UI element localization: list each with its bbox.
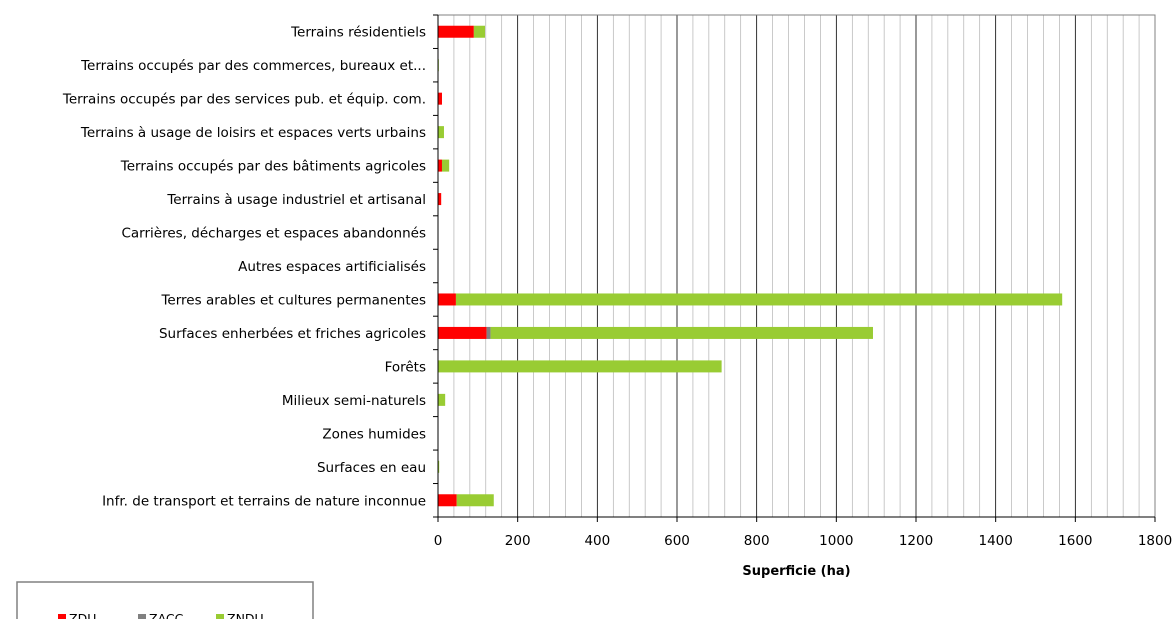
category-label: Terres arables et cultures permanentes <box>160 292 426 308</box>
x-axis-title: Superficie (ha) <box>742 564 850 579</box>
category-label: Terrains à usage industriel et artisanal <box>166 192 426 208</box>
legend-swatch-zacc <box>138 614 146 619</box>
bar-zdu <box>438 92 442 105</box>
category-label: Terrains occupés par des services pub. e… <box>62 92 426 108</box>
category-label: Milieux semi-naturels <box>282 393 426 409</box>
bar-zacc <box>486 326 491 339</box>
x-tick-label: 1200 <box>899 533 933 549</box>
bar-zdu <box>438 25 474 38</box>
category-labels: Terrains résidentiels Terrains occupés pa… <box>62 25 426 510</box>
category-label: Forêts <box>385 359 426 375</box>
x-tick-label: 1400 <box>978 533 1012 549</box>
plot-frame <box>433 14 1156 522</box>
bar-zndu <box>473 25 486 38</box>
category-label: Surfaces enherbées et friches agricoles <box>159 326 426 342</box>
x-tick-label: 800 <box>744 533 770 549</box>
category-label: Infr. de transport et terrains de nature… <box>102 493 426 509</box>
bar-zndu <box>438 126 444 139</box>
bar-zndu <box>438 460 440 473</box>
bar-zndu <box>438 360 722 373</box>
category-label: Terrains à usage de loisirs et espaces v… <box>80 125 426 141</box>
plot-border <box>437 14 1156 518</box>
grid <box>437 15 1156 517</box>
x-tick-labels: 0 200 400 600 800 1000 1200 1400 1600 1800 <box>434 533 1172 549</box>
bar-zndu <box>438 393 446 406</box>
bar-zndu <box>490 326 873 339</box>
category-label: Carrières, décharges et espaces abandonn… <box>121 226 426 242</box>
bar-zndu <box>456 494 494 507</box>
legend-label-zacc: ZACC <box>149 611 184 619</box>
category-label: Terrains occupés par des commerces, bure… <box>80 58 426 74</box>
legend-label-zndu: ZNDU <box>227 611 264 619</box>
x-tick-label: 1800 <box>1138 533 1172 549</box>
bar-zdu <box>438 494 457 507</box>
bars <box>438 25 1063 507</box>
legend-box <box>16 581 314 619</box>
bar-zndu <box>441 159 450 172</box>
bar-zdu <box>438 326 487 339</box>
x-tick-label: 200 <box>505 533 531 549</box>
x-tick-label: 0 <box>434 533 443 549</box>
x-tick-label: 600 <box>664 533 690 549</box>
category-label: Terrains occupés par des bâtiments agric… <box>120 159 426 175</box>
x-tick-label: 400 <box>584 533 610 549</box>
legend: ZDU ZACC ZNDU <box>16 581 314 619</box>
category-label: Terrains résidentiels <box>290 25 426 41</box>
legend-label-zdu: ZDU <box>69 611 96 619</box>
legend-swatch-zdu <box>58 614 66 619</box>
category-label: Surfaces en eau <box>317 460 426 476</box>
bar-zdu <box>438 193 442 206</box>
category-label: Autres espaces artificialisés <box>238 259 426 275</box>
bar-zndu <box>455 293 1063 306</box>
x-tick-label: 1600 <box>1058 533 1092 549</box>
legend-swatch-zndu <box>216 614 224 619</box>
category-label: Zones humides <box>322 426 426 442</box>
x-tick-label: 1000 <box>819 533 853 549</box>
bar-zdu <box>438 159 442 172</box>
bar-zdu <box>438 293 456 306</box>
